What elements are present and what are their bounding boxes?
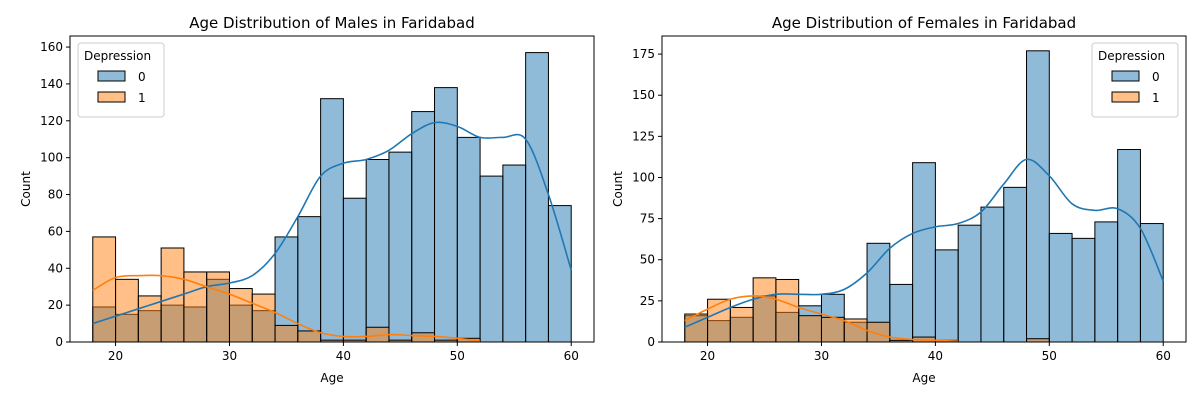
- bar-series-1: [411, 332, 436, 343]
- y-tick-label: 25: [640, 294, 655, 308]
- bar-series-0: [1003, 186, 1028, 343]
- bar-series-0: [525, 52, 549, 343]
- y-tick-label: 100: [40, 151, 63, 165]
- y-tick-label: 140: [40, 77, 63, 91]
- x-axis-label: Age: [320, 371, 343, 385]
- bar-series-1: [707, 298, 731, 343]
- chart-title: Age Distribution of Females in Faridabad: [772, 14, 1076, 32]
- bar-series-0: [934, 249, 959, 343]
- bar-series-1: [228, 288, 253, 343]
- legend-title: Depression: [1098, 49, 1165, 63]
- y-tick-label: 40: [48, 261, 63, 275]
- bar-series-0: [1139, 223, 1164, 343]
- bar-series-0: [912, 162, 936, 343]
- bar-series-1: [274, 324, 299, 343]
- bar-series-1: [92, 236, 117, 343]
- x-tick-label: 20: [700, 349, 715, 363]
- y-tick-label: 100: [632, 170, 655, 184]
- plot-frame: [661, 35, 1187, 343]
- y-tick-label: 0: [55, 335, 63, 349]
- bar-series-0: [502, 164, 527, 343]
- bar-series-0: [320, 98, 344, 343]
- bar-series-0: [388, 151, 413, 343]
- bar-series-0: [297, 216, 322, 343]
- legend-label-0: 0: [138, 70, 146, 84]
- x-axis-label: Age: [912, 371, 935, 385]
- legend-swatch-0: [97, 70, 126, 82]
- plot-frame: [69, 35, 595, 343]
- y-tick-label: 75: [640, 212, 655, 226]
- x-tick-label: 60: [564, 349, 579, 363]
- legend-title: Depression: [84, 49, 151, 63]
- bar-series-0: [1117, 149, 1141, 343]
- bars: [684, 50, 1164, 343]
- y-axis-label: Count: [19, 171, 33, 207]
- x-tick-label: 50: [450, 349, 465, 363]
- y-tick-label: 175: [632, 47, 655, 61]
- chart-title: Age Distribution of Males in Faridabad: [189, 14, 475, 32]
- kde-line-series-1: [684, 295, 959, 342]
- bar-series-1: [206, 271, 230, 343]
- bar-series-0: [365, 159, 390, 343]
- bar-series-0: [980, 206, 1005, 343]
- bar-series-0: [1094, 221, 1119, 343]
- bar-series-0: [1026, 50, 1050, 343]
- y-tick-label: 20: [48, 298, 63, 312]
- bar-series-0: [547, 205, 572, 343]
- kde-line-series-0: [92, 121, 572, 325]
- y-tick-label: 120: [40, 114, 63, 128]
- legend-swatch-0: [1111, 70, 1140, 82]
- y-tick-label: 160: [40, 40, 63, 54]
- bar-series-1: [775, 278, 800, 343]
- bar-series-0: [479, 175, 504, 343]
- bar-series-1: [798, 315, 822, 343]
- bar-series-1: [297, 330, 322, 343]
- y-tick-label: 50: [640, 253, 655, 267]
- bar-series-1: [251, 293, 276, 343]
- legend-label-0: 0: [1152, 70, 1160, 84]
- y-axis-label: Count: [611, 171, 625, 207]
- bars: [92, 52, 572, 343]
- y-tick-label: 125: [632, 129, 655, 143]
- bar-series-0: [342, 197, 367, 343]
- bar-series-0: [957, 224, 982, 343]
- x-tick-label: 60: [1156, 349, 1171, 363]
- bar-series-0: [411, 111, 436, 343]
- bar-series-0: [1071, 237, 1096, 343]
- x-tick-label: 50: [1042, 349, 1057, 363]
- bar-series-0: [456, 136, 481, 343]
- x-tick-label: 30: [222, 349, 237, 363]
- x-tick-label: 40: [336, 349, 351, 363]
- y-tick-label: 60: [48, 224, 63, 238]
- chart-males: 20 30 40 50 60 0 20 40 60 80 100 120 140 160 Age Distr…: [19, 14, 595, 385]
- legend-label-1: 1: [138, 91, 146, 105]
- bar-series-0: [889, 283, 914, 343]
- y-tick-label: 0: [647, 335, 655, 349]
- x-tick-label: 20: [108, 349, 123, 363]
- bar-series-1: [729, 306, 754, 343]
- bar-series-1: [820, 316, 845, 343]
- chart-females: 20 30 40 50 60 0 25 50 75 100 125 150 175 Age Distrib…: [611, 14, 1187, 385]
- bar-series-0: [1048, 232, 1073, 343]
- bar-series-1: [752, 277, 777, 343]
- x-tick-label: 40: [928, 349, 943, 363]
- y-tick-label: 80: [48, 188, 63, 202]
- x-tick-label: 30: [814, 349, 829, 363]
- y-tick-label: 150: [632, 88, 655, 102]
- legend-swatch-1: [1111, 91, 1140, 103]
- legend-label-1: 1: [1152, 91, 1160, 105]
- legend-swatch-1: [97, 91, 126, 103]
- kde-line-series-1: [92, 274, 481, 342]
